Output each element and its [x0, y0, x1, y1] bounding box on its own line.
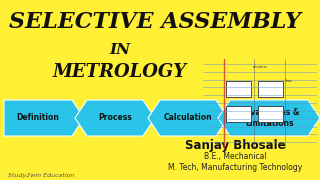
Bar	[226, 81, 251, 97]
Text: IN: IN	[109, 43, 131, 57]
Text: calculation: calculation	[252, 65, 268, 69]
Text: M. Tech, Manufacturing Technology: M. Tech, Manufacturing Technology	[168, 163, 302, 172]
Text: Study2win Education: Study2win Education	[8, 172, 75, 177]
Text: Advantages &
Limitations: Advantages & Limitations	[239, 108, 299, 128]
Polygon shape	[75, 100, 155, 136]
Bar	[226, 106, 251, 122]
Polygon shape	[4, 100, 84, 136]
Text: B.E., Mechanical: B.E., Mechanical	[204, 152, 266, 161]
Text: Definition: Definition	[17, 114, 60, 123]
Text: Calculation: Calculation	[164, 114, 212, 123]
Bar	[258, 81, 283, 97]
Polygon shape	[148, 100, 228, 136]
Text: Process: Process	[98, 114, 132, 123]
Text: METROLOGY: METROLOGY	[53, 63, 187, 81]
Text: Rmax: Rmax	[284, 79, 292, 83]
Polygon shape	[218, 100, 320, 136]
Text: Sanjay Bhosale: Sanjay Bhosale	[185, 138, 285, 152]
Bar	[258, 106, 283, 122]
Text: SELECTIVE ASSEMBLY: SELECTIVE ASSEMBLY	[9, 11, 301, 33]
